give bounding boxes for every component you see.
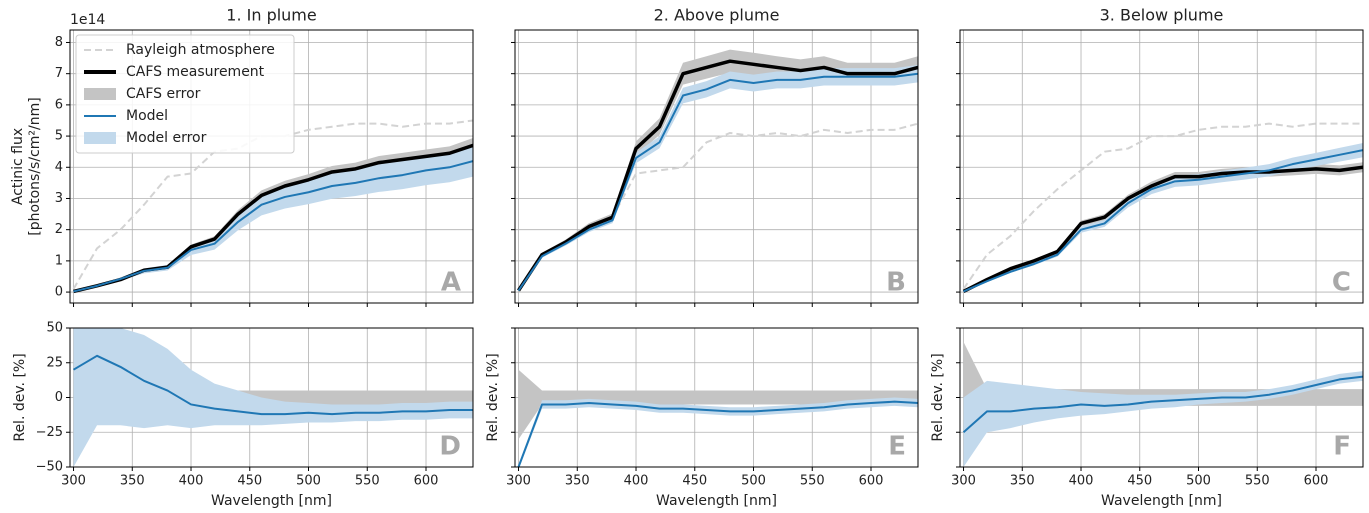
x-tick-label: 400 (1069, 474, 1094, 489)
x-tick-label: 500 (741, 474, 766, 489)
error-band (963, 341, 1363, 440)
panel-letter: C (1332, 268, 1351, 298)
data-line (517, 400, 918, 467)
data-line (517, 122, 918, 292)
data-line (517, 72, 918, 292)
legend-label: CAFS measurement (126, 64, 265, 80)
y-tick-label: −25 (36, 425, 63, 440)
y-tick-label: 1 (55, 253, 63, 268)
y-tick-label: 6 (55, 97, 63, 112)
x-tick-label: 350 (1010, 474, 1035, 489)
panel-title: 2. Above plume (654, 6, 780, 25)
x-axis-label: Wavelength [nm] (211, 493, 332, 509)
x-tick-label: 500 (1186, 474, 1211, 489)
error-band (73, 328, 473, 467)
y-axis-label: [photons/s/cm²/nm] (27, 97, 43, 235)
legend-swatch (84, 132, 116, 144)
x-tick-label: 450 (237, 474, 262, 489)
data-line (963, 149, 1363, 293)
x-tick-label: 400 (624, 474, 649, 489)
plot-area (962, 122, 1363, 294)
y-tick-label: 4 (55, 160, 63, 175)
x-tick-label: 600 (1304, 474, 1329, 489)
data-line (962, 165, 1363, 294)
x-tick-label: 550 (800, 474, 825, 489)
data-line (962, 122, 1363, 290)
error-band (518, 64, 918, 291)
legend-label: CAFS error (126, 86, 201, 102)
legend: Rayleigh atmosphere CAFS measurement CAFS … (75, 34, 295, 154)
x-tick-label: 350 (120, 474, 145, 489)
y-tick-label: 3 (55, 191, 63, 206)
panel: 300 350 400 450 500 550 600 Wavelength [nm] Rel.… (485, 327, 919, 509)
legend-swatch (84, 88, 116, 100)
legend-label: Rayleigh atmosphere (126, 42, 275, 58)
x-tick-label: 450 (1127, 474, 1152, 489)
y-tick-label: 7 (55, 66, 63, 81)
x-tick-label: 550 (355, 474, 380, 489)
x-tick-label: 300 (61, 474, 86, 489)
data-line (73, 160, 473, 293)
x-axis-label: Wavelength [nm] (1101, 493, 1222, 509)
y-tick-label: 25 (46, 355, 63, 370)
plot-area (73, 328, 473, 467)
error-band (73, 145, 473, 292)
x-tick-label: 300 (951, 474, 976, 489)
plot-area (517, 369, 918, 467)
x-tick-label: 600 (414, 474, 439, 489)
y-tick-label: −50 (36, 460, 63, 475)
data-line (962, 375, 1363, 433)
panel: 2. Above plume B (511, 6, 919, 307)
y-axis-label: Rel. dev. [%] (12, 353, 28, 441)
x-tick-label: 600 (859, 474, 884, 489)
x-axis-label: Wavelength [nm] (656, 493, 777, 509)
y-tick-label: 8 (55, 35, 63, 50)
x-tick-label: 350 (565, 474, 590, 489)
x-tick-label: 400 (179, 474, 204, 489)
y-axis-label: Rel. dev. [%] (485, 353, 501, 441)
plot-area (517, 49, 918, 292)
offset-text: 1e14 (70, 12, 105, 28)
panel: 0 1 2 3 4 5 6 7 8 1. In plume 1e14 Actinic flux [pho… (10, 6, 474, 307)
x-tick-label: 450 (682, 474, 707, 489)
data-line (517, 59, 918, 292)
data-line (73, 354, 473, 416)
error-band (963, 142, 1363, 292)
y-axis-label: Rel. dev. [%] (930, 353, 946, 441)
legend-box (75, 34, 295, 154)
panel-letter: A (441, 268, 461, 298)
panel-letter: D (439, 432, 461, 462)
plot-area (72, 119, 473, 294)
panel-letter: B (886, 268, 906, 298)
x-tick-label: 500 (296, 474, 321, 489)
y-tick-label: 0 (55, 390, 63, 405)
panel: 300 350 400 450 500 550 600 −50 −25 0 25 50 Waveleng… (12, 321, 474, 509)
x-tick-label: 550 (1245, 474, 1270, 489)
panel-title: 3. Below plume (1100, 6, 1224, 25)
panel-letter: E (888, 432, 906, 462)
error-band (963, 371, 1363, 467)
panel: 3. Below plume C (956, 6, 1364, 307)
frame (69, 29, 474, 304)
error-band (518, 397, 918, 467)
frame (514, 29, 919, 304)
panel: 300 350 400 450 500 550 600 Wavelength [nm] Rel.… (930, 327, 1364, 509)
panel-letter: F (1333, 432, 1351, 462)
legend-label: Model (126, 108, 168, 124)
error-band (518, 369, 918, 440)
y-axis-label: Actinic flux (10, 128, 26, 205)
frame (959, 29, 1364, 304)
panel-title: 1. In plume (226, 6, 316, 25)
plot-area (962, 341, 1363, 467)
x-tick-label: 300 (506, 474, 531, 489)
legend-label: Model error (126, 130, 207, 146)
y-tick-label: 2 (55, 222, 63, 237)
y-tick-label: 0 (55, 285, 63, 300)
y-tick-label: 5 (55, 129, 63, 144)
error-band (73, 137, 473, 292)
y-tick-label: 50 (46, 321, 63, 336)
